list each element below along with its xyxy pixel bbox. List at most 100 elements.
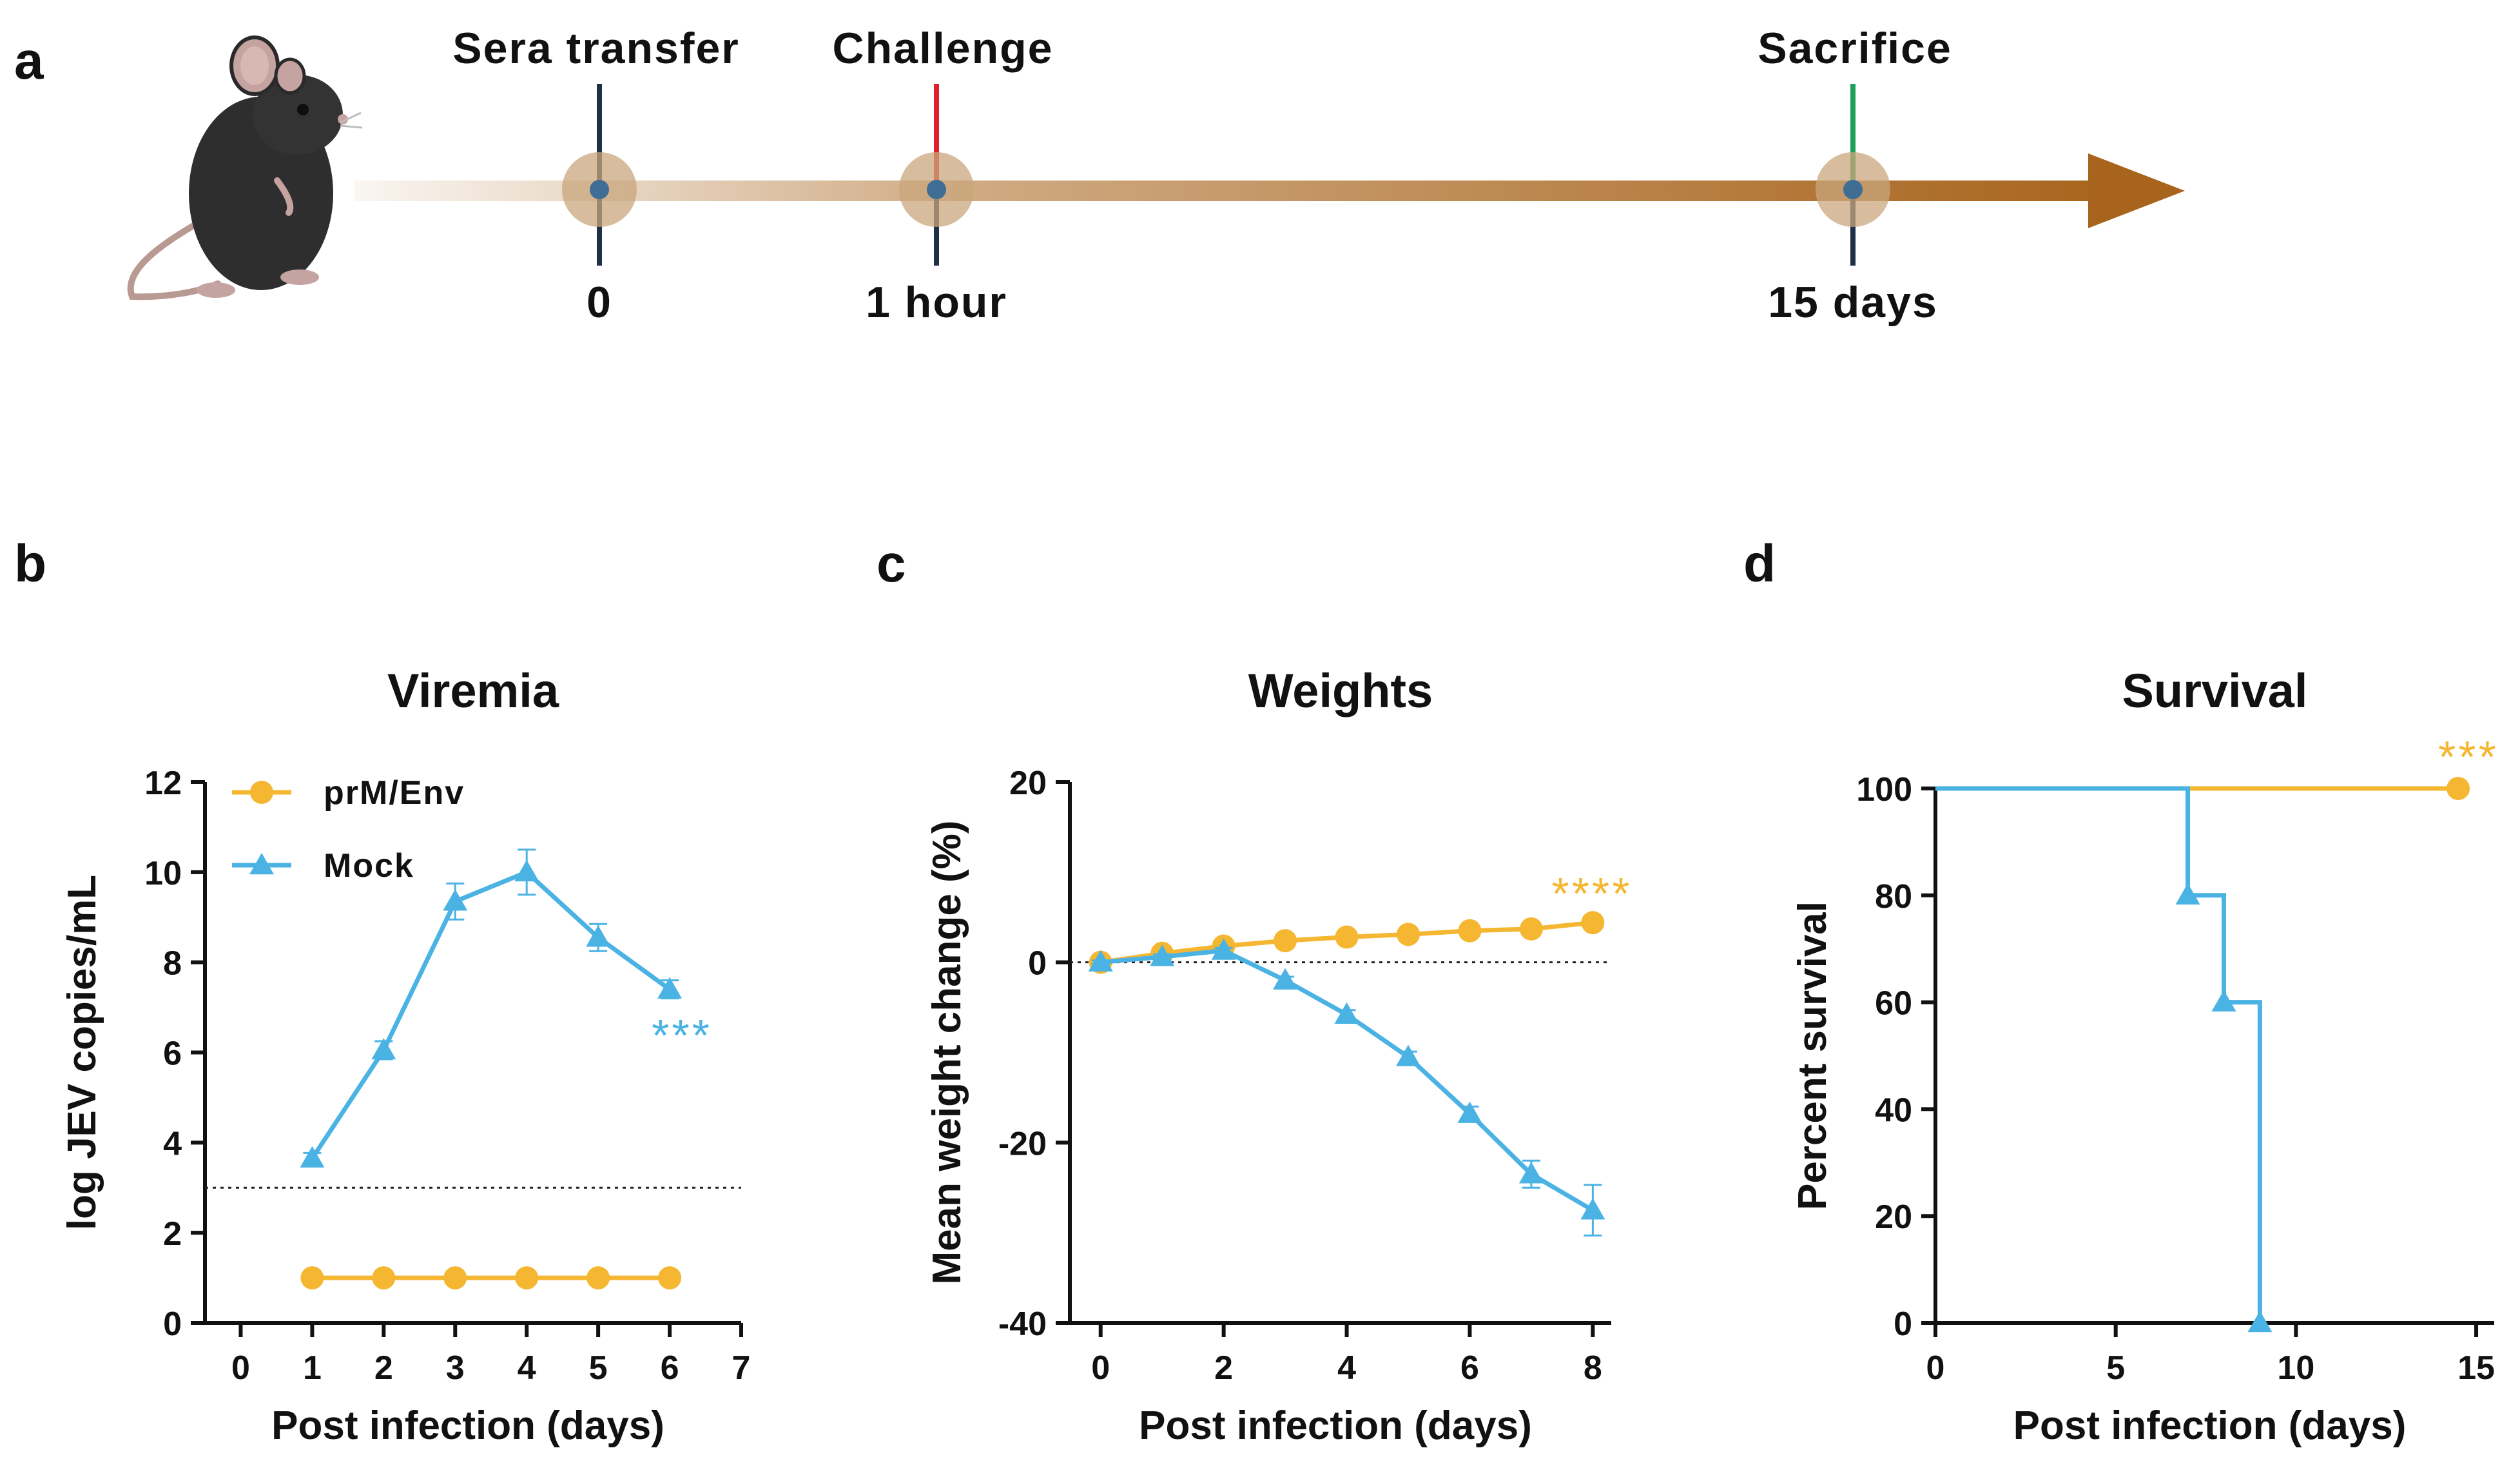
data-point <box>372 1266 396 1290</box>
data-point <box>371 1038 396 1060</box>
data-point <box>658 1266 682 1290</box>
data-point <box>1396 1044 1420 1066</box>
panel-letter-d: d <box>1743 534 1776 593</box>
data-point <box>1581 911 1605 935</box>
x-tick-label: 4 <box>518 1349 536 1387</box>
significance-annotation: *** <box>652 1010 712 1061</box>
challenge-time: 1 hour <box>866 278 1007 327</box>
y-tick-label: 0 <box>1028 945 1047 983</box>
data-point <box>1274 929 1297 953</box>
data-point <box>1458 919 1482 943</box>
data-point <box>1334 1002 1359 1024</box>
y-tick-label: 10 <box>144 855 182 892</box>
y-tick-label: 0 <box>1894 1306 1912 1343</box>
sera-transfer-time: 0 <box>586 278 612 327</box>
y-tick-label: 8 <box>163 945 182 983</box>
legend: prM/Env Mock <box>232 774 465 885</box>
series-mock <box>1935 786 2273 1333</box>
y-tick-label: 60 <box>1875 985 1912 1022</box>
y-tick-label: 80 <box>1875 878 1912 915</box>
y-axis-label: Mean weight change (%) <box>925 821 969 1285</box>
chart-title: Viremia <box>387 664 559 718</box>
weights-chart: Weights -40 -20 0 20 0 2 4 6 8 Post infection (day… <box>925 664 1633 1448</box>
data-point <box>1150 944 1175 966</box>
series-line <box>1935 786 2262 1323</box>
data-point <box>1273 968 1298 990</box>
y-axis-label: log JEV copies/mL <box>60 875 104 1230</box>
chart-title: Weights <box>1248 664 1433 718</box>
sacrifice-dot <box>1843 180 1863 199</box>
series-line <box>1100 948 1594 1213</box>
x-tick-label: 6 <box>661 1349 679 1387</box>
data-point <box>2211 990 2236 1012</box>
data-point <box>515 1266 539 1290</box>
x-tick-label: 10 <box>2277 1349 2314 1387</box>
x-tick-label: 4 <box>1337 1349 1356 1387</box>
x-tick-label: 2 <box>374 1349 393 1387</box>
timeline: Sera transfer 0 Challenge 1 hour Sacrifi… <box>354 24 2185 327</box>
timeline-event-challenge: Challenge 1 hour <box>833 24 1054 327</box>
y-tick-label: 40 <box>1875 1091 1912 1129</box>
series-mock <box>1088 938 1605 1237</box>
sera-transfer-label: Sera transfer <box>452 24 740 73</box>
data-point <box>1211 938 1236 960</box>
y-tick-label: 6 <box>163 1035 182 1073</box>
x-axis-label: Post infection (days) <box>1139 1404 1532 1448</box>
sacrifice-time: 15 days <box>1768 278 1938 327</box>
y-tick-label: 4 <box>163 1125 182 1162</box>
legend-label: prM/Env <box>324 774 465 812</box>
y-tick-label: -40 <box>998 1306 1047 1343</box>
data-point <box>586 925 611 947</box>
x-axis-label: Post infection (days) <box>271 1404 664 1448</box>
x-axis-label: Post infection (days) <box>2013 1404 2407 1448</box>
series-line <box>310 869 672 1160</box>
data-point <box>657 977 683 999</box>
challenge-dot <box>927 180 946 199</box>
data-point <box>2175 883 2200 905</box>
sacrifice-label: Sacrifice <box>1758 24 1952 73</box>
data-point <box>1397 923 1420 946</box>
panel-letter-a: a <box>14 32 44 90</box>
data-point <box>300 1266 324 1290</box>
data-point <box>443 889 468 911</box>
timeline-event-sera-transfer: Sera transfer 0 <box>452 24 740 327</box>
x-tick-label: 0 <box>231 1349 250 1387</box>
panel-letter-b: b <box>14 534 46 593</box>
x-tick-label: 15 <box>2457 1349 2495 1387</box>
y-tick-label: -20 <box>998 1125 1047 1162</box>
data-point <box>514 859 539 882</box>
data-point <box>2447 777 2470 800</box>
y-tick-label: 20 <box>1875 1198 1912 1236</box>
data-point <box>1519 917 1543 941</box>
x-tick-label: 7 <box>732 1349 751 1387</box>
y-tick-label: 2 <box>163 1215 182 1253</box>
data-point <box>2247 1311 2273 1333</box>
timeline-event-sacrifice: Sacrifice 15 days <box>1758 24 1952 327</box>
x-tick-label: 5 <box>589 1349 608 1387</box>
data-point <box>586 1266 610 1290</box>
x-tick-label: 8 <box>1584 1349 1602 1387</box>
sera-transfer-dot <box>590 180 609 199</box>
legend-label: Mock <box>324 847 414 885</box>
x-tick-label: 5 <box>2106 1349 2125 1387</box>
y-tick-label: 12 <box>144 765 182 802</box>
data-point <box>443 1266 467 1290</box>
data-point <box>1335 925 1359 949</box>
legend-swatch-marker <box>250 781 273 804</box>
significance-annotation: **** <box>1552 868 1633 919</box>
significance-annotation: *** <box>2438 732 2499 782</box>
x-tick-label: 6 <box>1460 1349 1479 1387</box>
data-point <box>300 1146 325 1168</box>
y-axis-label: Percent survival <box>1790 901 1835 1210</box>
data-point <box>1088 950 1113 972</box>
timeline-arrow-head <box>2088 153 2185 228</box>
data-point <box>1457 1101 1482 1123</box>
data-point <box>1580 1198 1605 1220</box>
data-point <box>1518 1162 1544 1184</box>
chart-title: Survival <box>2122 664 2308 718</box>
panel-letter-c: c <box>877 534 906 593</box>
challenge-label: Challenge <box>833 24 1054 73</box>
x-tick-label: 0 <box>1091 1349 1110 1387</box>
